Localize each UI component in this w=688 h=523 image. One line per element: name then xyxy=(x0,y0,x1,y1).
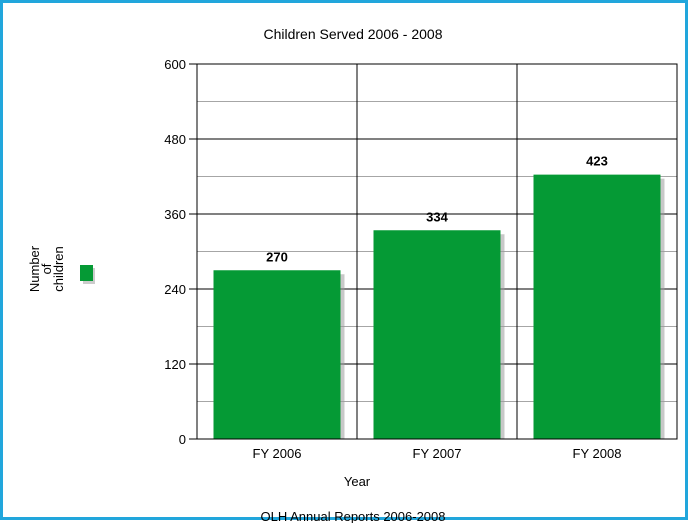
x-tick-label: FY 2007 xyxy=(413,446,462,461)
bar-value-label: 334 xyxy=(426,209,448,224)
x-tick-labels: FY 2006 FY 2007 FY 2008 xyxy=(253,446,622,461)
y-tick-label: 360 xyxy=(164,207,186,222)
chart-title: Children Served 2006 - 2008 xyxy=(263,26,442,42)
bar xyxy=(534,175,661,439)
y-tick-label: 120 xyxy=(164,357,186,372)
bar xyxy=(374,230,501,439)
bar-value-label: 270 xyxy=(266,249,288,264)
y-tick-label: 240 xyxy=(164,282,186,297)
x-axis-title: Year xyxy=(344,474,371,489)
x-tick-label: FY 2006 xyxy=(253,446,302,461)
legend-label-line-3: children xyxy=(51,246,66,292)
bar-value-label: 423 xyxy=(586,154,608,169)
y-tick-label: 480 xyxy=(164,132,186,147)
legend-swatch xyxy=(80,265,93,281)
bar xyxy=(214,270,341,439)
y-tick-label: 0 xyxy=(179,432,186,447)
legend: Number of children xyxy=(27,245,95,292)
y-tick-label: 600 xyxy=(164,57,186,72)
x-tick-label: FY 2008 xyxy=(573,446,622,461)
bar-chart: Children Served 2006 - 2008 0 120 240 360 48… xyxy=(3,3,688,523)
y-tick-labels: 0 120 240 360 480 600 xyxy=(164,57,186,447)
chart-footer: OLH Annual Reports 2006-2008 xyxy=(260,509,445,523)
